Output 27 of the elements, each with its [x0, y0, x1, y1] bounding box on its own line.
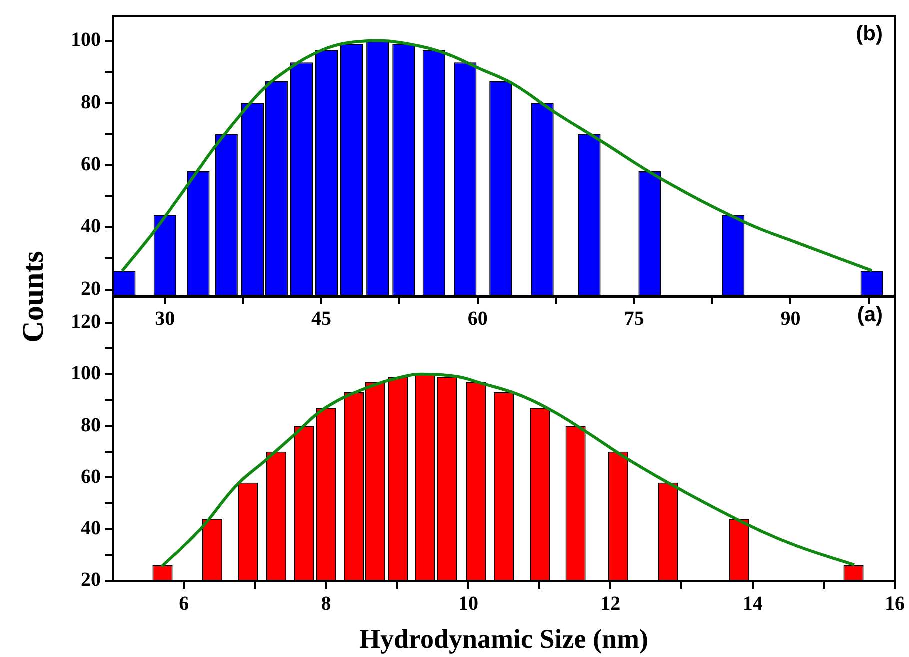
y-tick-label: 20 [81, 569, 101, 592]
x-tick-label: 6 [179, 593, 190, 616]
y-tick-label: 100 [71, 29, 101, 52]
y-tick-label: 60 [81, 466, 101, 488]
annotation: (a) [857, 303, 883, 326]
x-tick-label: 75 [624, 308, 644, 330]
x-tick-label: 16 [885, 593, 905, 616]
x-tick-label: 60 [468, 308, 488, 330]
y-tick-label: 120 [71, 310, 101, 333]
y-tick-label: 20 [81, 278, 101, 300]
y-tick-label: 40 [81, 216, 101, 238]
y-axis-title: Counts [17, 251, 51, 343]
line-series [160, 372, 856, 568]
annotation: (b) [856, 22, 883, 46]
x-tick-label: 10 [458, 593, 478, 616]
y-tick-label: 100 [71, 362, 101, 385]
y-tick-label: 40 [81, 518, 101, 540]
x-tick-label: 90 [780, 308, 801, 330]
x-axis-title: Hydrodynamic Size (nm) [360, 624, 648, 654]
x-tick-label: 45 [312, 308, 332, 330]
x-tick-label: 12 [600, 593, 621, 616]
x-tick-label: 30 [155, 308, 176, 330]
y-tick-label: 60 [81, 154, 101, 176]
x-tick-label: 8 [321, 593, 332, 616]
y-tick-label: 80 [81, 414, 101, 436]
x-tick-label: 14 [742, 593, 763, 616]
y-tick-label: 80 [81, 91, 101, 114]
